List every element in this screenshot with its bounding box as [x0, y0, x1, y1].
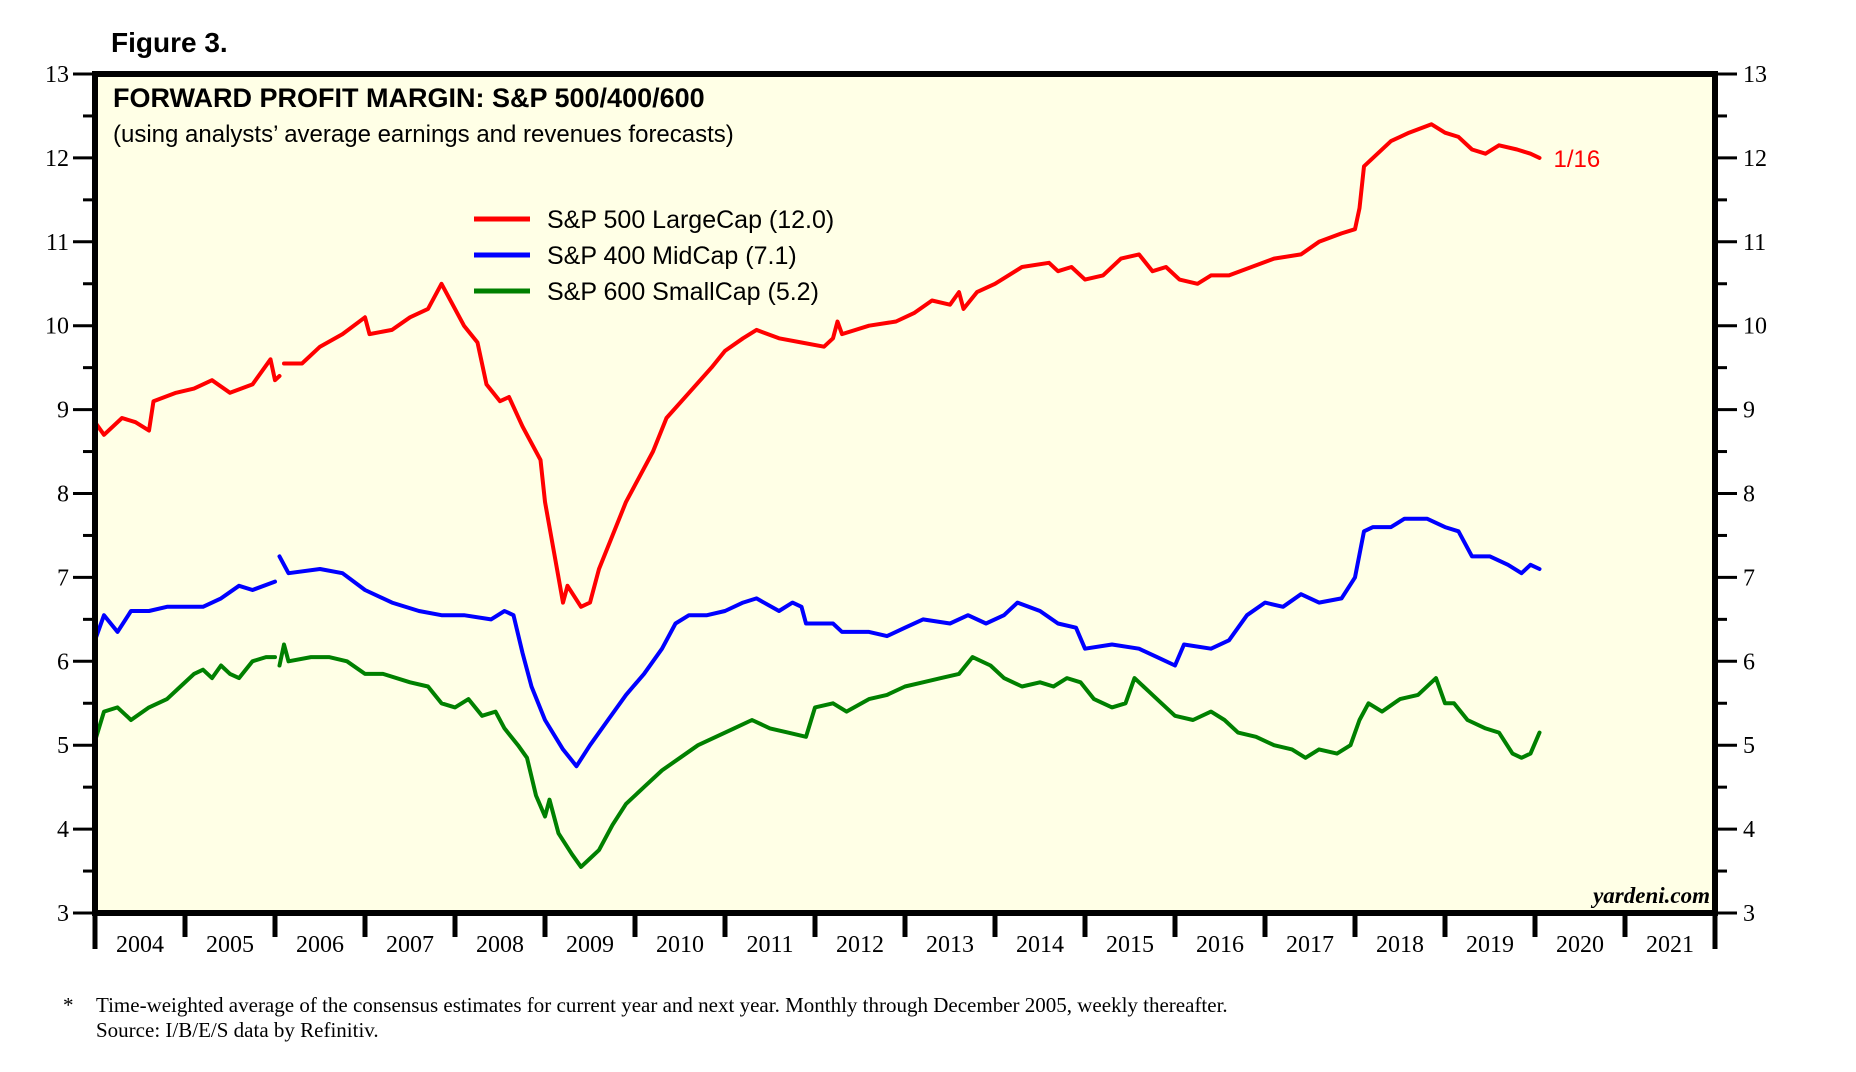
x-tick-label: 2012	[836, 932, 884, 958]
x-tick-label: 2018	[1376, 932, 1424, 958]
plot-area	[95, 74, 1715, 913]
y-tick-label-right: 6	[1743, 649, 1755, 675]
x-tick-label: 2009	[566, 932, 614, 958]
series-layer	[93, 122, 1542, 869]
x-tick-label: 2015	[1106, 932, 1154, 958]
series-line-sp400-segment-1	[93, 579, 277, 643]
y-tick-label-right: 4	[1743, 817, 1755, 843]
x-tick-label: 2021	[1646, 932, 1694, 958]
legend-label-sp400: S&P 400 MidCap (7.1)	[547, 242, 797, 270]
y-tick-label-left: 13	[45, 62, 69, 88]
y-tick-label-left: 4	[57, 817, 69, 843]
axis-layer: 3 4 5 6 7 8 9 10 11 12 13 3 4 5 6 7 8 9 10 11 12 13 2004 2005 20…	[45, 62, 1767, 958]
footnote-source: Source: I/B/E/S data by Refinitiv.	[96, 1018, 379, 1042]
y-tick-label-right: 10	[1743, 314, 1767, 340]
x-tick-label: 2010	[656, 932, 704, 958]
legend-label-sp500: S&P 500 LargeCap (12.0)	[547, 206, 834, 234]
x-tick-label: 2005	[206, 932, 254, 958]
series-line-sp600-segment-1	[93, 655, 277, 743]
y-tick-label-left: 8	[57, 482, 69, 508]
legend-label-sp600: S&P 600 SmallCap (5.2)	[547, 278, 819, 306]
x-tick-label: 2020	[1556, 932, 1604, 958]
y-tick-label-left: 11	[46, 230, 69, 256]
x-tick-label: 2014	[1016, 932, 1064, 958]
y-tick-label-right: 13	[1743, 62, 1767, 88]
figure-label: Figure 3.	[111, 27, 228, 58]
y-tick-label-left: 12	[45, 146, 69, 172]
end-date-label: 1/16	[1554, 146, 1601, 173]
y-tick-label-left: 3	[57, 901, 69, 927]
y-tick-label-right: 11	[1743, 230, 1766, 256]
x-tick-label: 2006	[296, 932, 344, 958]
series-line-sp600-segment-2	[277, 642, 1542, 869]
series-line-sp500-segment-2	[282, 122, 1542, 609]
watermark: yardeni.com	[1590, 883, 1710, 908]
y-tick-label-left: 10	[45, 314, 69, 340]
x-tick-label: 2016	[1196, 932, 1244, 958]
series-line-sp400-segment-2	[277, 516, 1542, 769]
footnote-marker: *	[63, 993, 74, 1017]
series-line-sp500-segment-1	[93, 357, 282, 437]
y-tick-label-right: 9	[1743, 398, 1755, 424]
x-tick-label: 2007	[386, 932, 434, 958]
x-tick-label: 2004	[116, 932, 164, 958]
y-tick-label-right: 7	[1743, 565, 1755, 591]
y-tick-label-right: 5	[1743, 733, 1755, 759]
y-tick-label-left: 5	[57, 733, 69, 759]
y-tick-label-right: 8	[1743, 482, 1755, 508]
y-tick-label-left: 7	[57, 565, 69, 591]
y-tick-label-left: 6	[57, 649, 69, 675]
chart-subtitle: (using analysts’ average earnings and re…	[113, 121, 734, 148]
x-tick-label: 2019	[1466, 932, 1514, 958]
x-tick-label: 2017	[1286, 932, 1334, 958]
y-tick-label-right: 12	[1743, 146, 1767, 172]
x-tick-label: 2011	[746, 932, 793, 958]
footnote-line-1: Time-weighted average of the consensus e…	[96, 993, 1228, 1017]
x-tick-label: 2013	[926, 932, 974, 958]
y-tick-label-left: 9	[57, 398, 69, 424]
x-tick-label: 2008	[476, 932, 524, 958]
y-tick-label-right: 3	[1743, 901, 1755, 927]
legend: S&P 500 LargeCap (12.0) S&P 400 MidCap (7…	[474, 206, 834, 306]
chart-title: FORWARD PROFIT MARGIN: S&P 500/400/600	[113, 83, 705, 113]
